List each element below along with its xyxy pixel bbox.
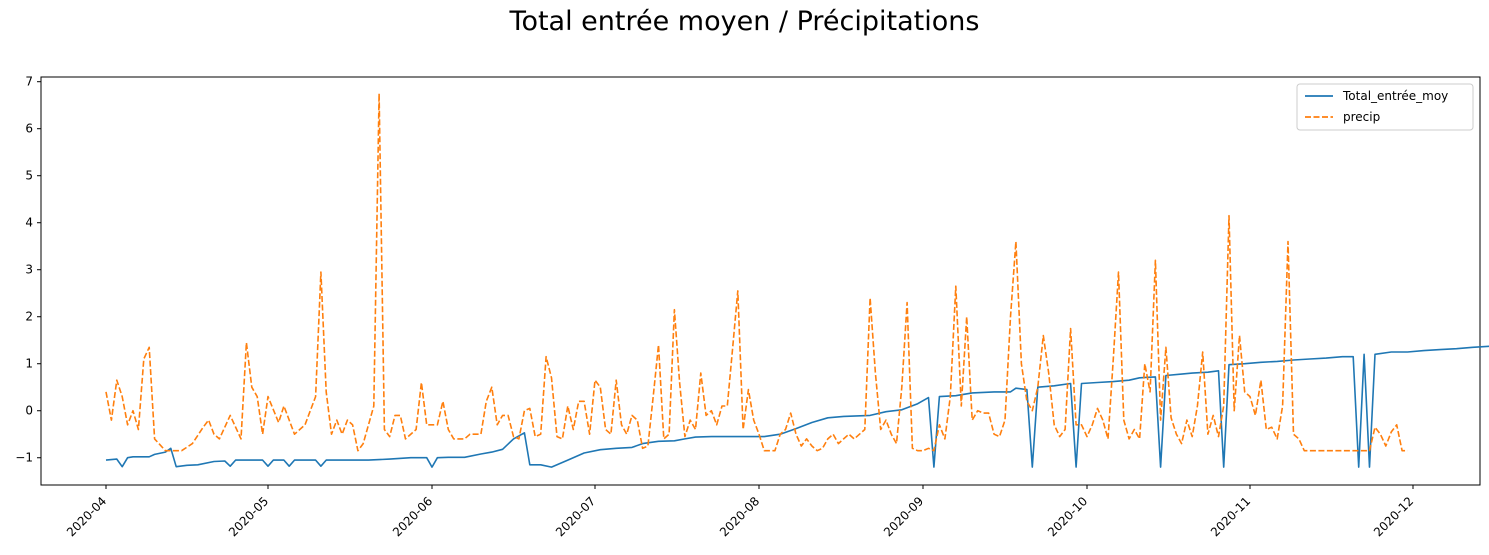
y-tick-label: 4 <box>25 216 33 230</box>
x-tick-label: 2020-10 <box>1045 494 1090 539</box>
y-tick-label: 2 <box>25 310 33 324</box>
y-tick-label: 5 <box>25 169 33 183</box>
y-tick-label: −1 <box>15 451 33 465</box>
x-tick-label: 2020-08 <box>717 494 762 539</box>
legend-box <box>1296 83 1474 131</box>
y-tick-label: 6 <box>25 122 33 136</box>
series-line-precip <box>105 92 1408 452</box>
x-tick-label: 2020-04 <box>64 494 109 539</box>
y-tick-label: 0 <box>25 404 33 418</box>
x-tick-label: 2020-11 <box>1208 494 1253 539</box>
x-tick-label: 2020-07 <box>553 494 598 539</box>
y-tick-label: 1 <box>25 357 33 371</box>
y-tick-label: 3 <box>25 263 33 277</box>
plot-frame <box>40 76 1481 486</box>
chart-title: Total entrée moyen / Précipitations <box>509 6 980 37</box>
x-tick-label: 2020-12 <box>1371 494 1416 539</box>
y-tick-label: 7 <box>25 75 33 89</box>
x-tick-label: 2020-09 <box>881 494 926 539</box>
x-tick-label: 2020-06 <box>390 494 435 539</box>
legend-label: precip <box>1343 110 1380 124</box>
x-tick-label: 2020-05 <box>226 494 271 539</box>
series-line-total-entree-moy <box>105 345 1489 468</box>
legend-label: Total_entrée_moy <box>1342 89 1448 103</box>
